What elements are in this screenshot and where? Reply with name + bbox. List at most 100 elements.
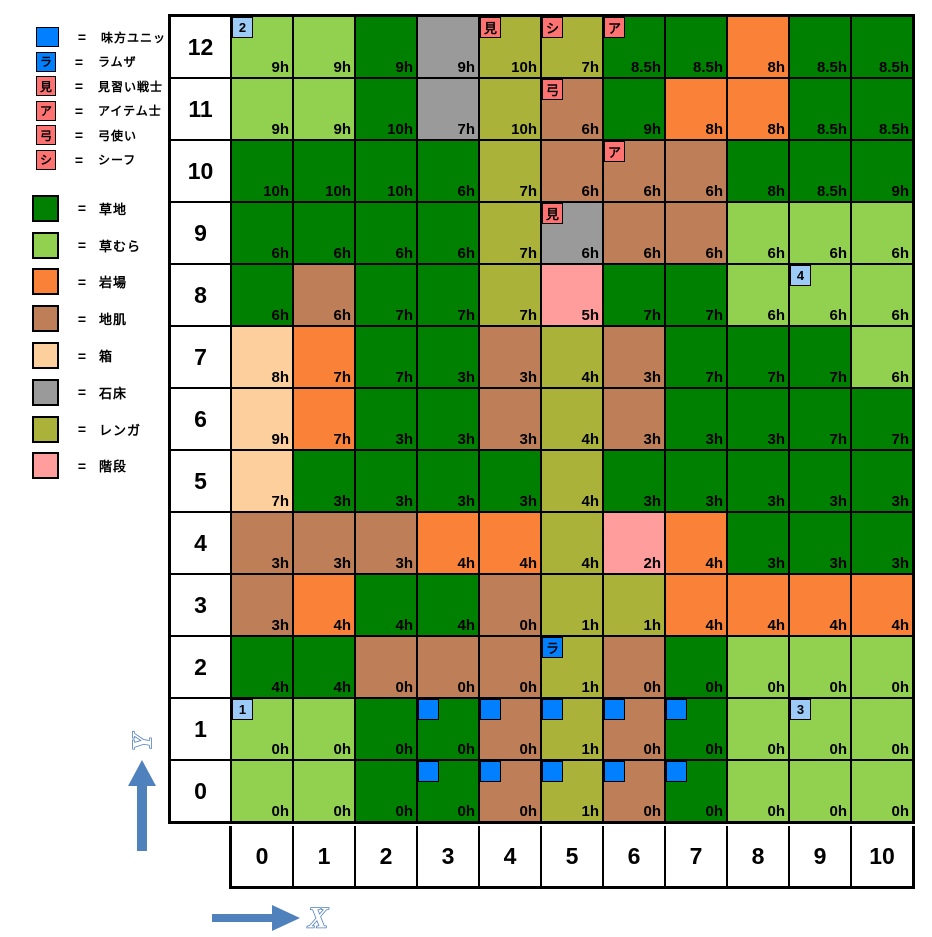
grid-cell: 3h — [480, 389, 540, 449]
height-label: 7h — [767, 368, 785, 386]
grid-cell: 7h — [790, 389, 850, 449]
grid-cell: 3h — [604, 327, 664, 387]
equals-sign: = — [77, 310, 87, 327]
height-label: 4h — [767, 616, 785, 634]
height-label: 6h — [333, 244, 351, 262]
equals-sign: = — [77, 347, 87, 364]
height-label: 4h — [829, 616, 847, 634]
grid-cell: 4 6h — [790, 265, 850, 325]
grid-cell: 3h — [480, 327, 540, 387]
grid-cell: 7h — [790, 327, 850, 387]
terrain-swatch — [32, 305, 59, 333]
height-label: 7h — [519, 306, 537, 324]
height-label: 3h — [705, 492, 723, 510]
grid-cell: 3h — [294, 513, 354, 573]
grid-cell: ア 8.5h — [604, 17, 664, 77]
grid-cell: 8h — [728, 141, 788, 201]
grid-cell: 4h — [294, 575, 354, 635]
grid-cell: 10h — [232, 141, 292, 201]
grid-cell: 3h — [294, 451, 354, 511]
right-arrow-icon — [212, 905, 300, 931]
grid-cell: 1h — [542, 761, 602, 821]
height-label: 3h — [333, 554, 351, 572]
height-label: 6h — [271, 306, 289, 324]
row-label: 2 — [171, 637, 230, 697]
height-label: 10h — [325, 182, 351, 200]
height-label: 3h — [767, 430, 785, 448]
row-label: 7 — [171, 327, 230, 387]
height-label: 8.5h — [816, 58, 847, 76]
height-label: 1h — [581, 802, 599, 820]
height-label: 8.5h — [630, 58, 661, 76]
column-label: 6 — [604, 826, 664, 886]
grid-cell: 0h — [728, 699, 788, 759]
grid-cell: 0h — [728, 761, 788, 821]
height-label: 0h — [333, 802, 351, 820]
height-label: 6h — [767, 306, 785, 324]
height-label: 0h — [457, 678, 475, 696]
grid-cell: 0h — [418, 637, 478, 697]
equals-sign: = — [74, 102, 84, 119]
height-label: 0h — [271, 740, 289, 758]
row-label: 4 — [171, 513, 230, 573]
height-label: 4h — [457, 554, 475, 572]
grid-cell: 1h — [542, 575, 602, 635]
row-label: 5 — [171, 451, 230, 511]
grid-cell: 0h — [604, 637, 664, 697]
map-grid: 12 2 9h 9h 9h 9h 見 10h シ 7h ア 8.5h 8.5h 8h 8.5h 8.5h 11 9… — [168, 14, 915, 824]
legend-terrain-label: 地肌 — [99, 312, 128, 328]
grid-cell: 3h — [418, 327, 478, 387]
legend-terrain-row-o: = 岩場 — [32, 264, 141, 301]
legend-unit-label: ラムザ — [98, 55, 137, 70]
height-label: 7h — [271, 492, 289, 510]
height-label: 3h — [643, 430, 661, 448]
grid-cell: 7h — [480, 265, 540, 325]
height-label: 0h — [519, 678, 537, 696]
grid-cell: 6h — [852, 327, 912, 387]
height-label: 8h — [705, 120, 723, 138]
height-label: 4h — [333, 678, 351, 696]
height-label: 7h — [705, 306, 723, 324]
legend-terrains: = 草地 = 草むら = 岩場 = 地肌 = 箱 = 石床 = レンガ = 階段 — [32, 190, 141, 484]
grid-cell: 9h — [294, 79, 354, 139]
grid-cell: 5h — [542, 265, 602, 325]
grid-cell: 3h — [356, 513, 416, 573]
grid-cell: 7h — [418, 265, 478, 325]
grid-cell: 9h — [356, 17, 416, 77]
height-label: 3h — [891, 492, 909, 510]
grid-cell: 10h — [480, 79, 540, 139]
grid-cell: 0h — [790, 761, 850, 821]
height-label: 0h — [829, 678, 847, 696]
height-label: 7h — [457, 120, 475, 138]
terrain-swatch — [32, 194, 59, 222]
grid-cell: シ 7h — [542, 17, 602, 77]
height-label: 0h — [767, 740, 785, 758]
unit-marker-squire: 見 — [542, 203, 563, 224]
height-label: 4h — [581, 368, 599, 386]
height-label: 9h — [643, 120, 661, 138]
grid-cell: 8.5h — [852, 79, 912, 139]
height-label: 9h — [271, 120, 289, 138]
height-label: 8.5h — [816, 182, 847, 200]
height-label: 0h — [457, 740, 475, 758]
height-label: 3h — [705, 430, 723, 448]
equals-sign: = — [74, 151, 84, 168]
equals-sign: = — [77, 29, 87, 46]
legend-unit-row-unit: = 味方ユニット — [36, 25, 179, 50]
height-label: 1h — [643, 616, 661, 634]
grid-cell: 9h — [852, 141, 912, 201]
unit-marker-ramza: ラ — [542, 637, 563, 658]
height-label: 3h — [271, 554, 289, 572]
height-label: 5h — [581, 306, 599, 324]
unit-marker-n4: 4 — [790, 265, 811, 286]
height-label: 6h — [643, 244, 661, 262]
height-label: 6h — [829, 244, 847, 262]
grid-cell: 3h — [604, 451, 664, 511]
grid-cell: 4h — [232, 637, 292, 697]
terrain-swatch — [32, 452, 59, 480]
height-label: 6h — [581, 120, 599, 138]
height-label: 3h — [519, 492, 537, 510]
height-label: 4h — [395, 616, 413, 634]
height-label: 3h — [333, 492, 351, 510]
terrain-swatch — [32, 342, 59, 370]
